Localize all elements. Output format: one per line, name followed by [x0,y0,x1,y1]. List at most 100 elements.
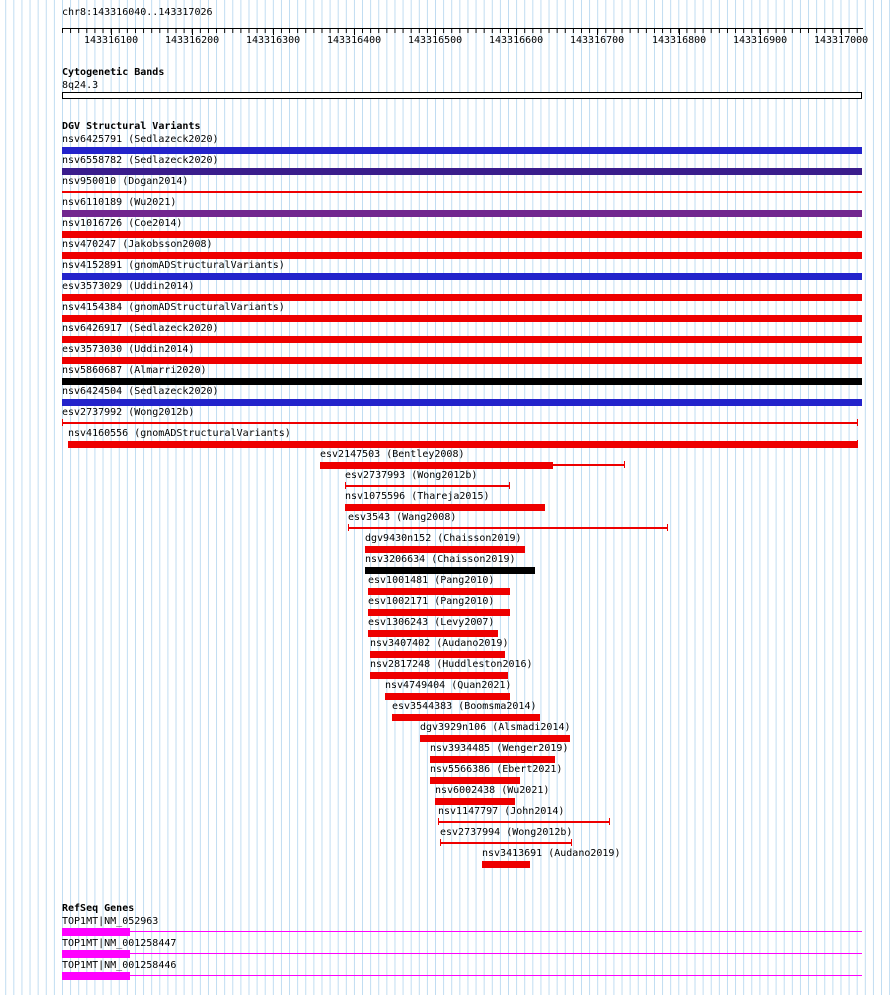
gene-label[interactable]: TOP1MT|NM_052963 [62,916,159,927]
variant-row: esv2737994 (Wong2012b) [0,826,890,847]
variant-label[interactable]: esv1306243 (Levy2007) [368,617,495,628]
ruler-tick-label: 143316300 [246,35,301,46]
variant-bar[interactable] [320,462,553,469]
variant-label[interactable]: nsv6558782 (Sedlazeck2020) [62,155,219,166]
variant-label[interactable]: nsv1075596 (Thareja2015) [345,491,490,502]
variant-label[interactable]: nsv4154384 (gnomADStructuralVariants) [62,302,285,313]
variant-label[interactable]: dgv9430n152 (Chaisson2019) [365,533,522,544]
variant-label[interactable]: esv2147503 (Bentley2008) [320,449,465,460]
variant-bar[interactable] [365,567,535,574]
variant-row: nsv1016726 (Coe2014) [0,217,890,238]
variant-label[interactable]: nsv5566386 (Ebert2021) [430,764,563,775]
variant-range-line[interactable] [440,842,572,844]
variant-extension-line [553,464,625,466]
variant-label[interactable]: esv3573030 (Uddin2014) [62,344,195,355]
variant-endcap [857,440,858,447]
variant-label[interactable]: esv1001481 (Pang2010) [368,575,495,586]
variant-label[interactable]: nsv4160556 (gnomADStructuralVariants) [68,428,291,439]
gene-exon-box[interactable] [62,972,130,980]
variant-label[interactable]: nsv1016726 (Coe2014) [62,218,183,229]
section-title-cytobands: Cytogenetic Bands [62,67,165,78]
variant-bar[interactable] [68,441,858,448]
variant-bar[interactable] [62,357,862,364]
variant-endcap [348,524,349,531]
variant-label[interactable]: nsv6425791 (Sedlazeck2020) [62,134,219,145]
variant-bar[interactable] [62,273,862,280]
cytoband-bar[interactable] [62,92,862,99]
variant-bar[interactable] [420,735,570,742]
variant-bar[interactable] [385,693,510,700]
variant-bar[interactable] [62,147,862,154]
variant-bar[interactable] [392,714,540,721]
variant-label[interactable]: esv3543 (Wang2008) [348,512,457,523]
variant-row: nsv3413691 (Audano2019) [0,847,890,868]
variant-bar[interactable] [62,231,862,238]
variant-row: esv3573029 (Uddin2014) [0,280,890,301]
variant-range-line[interactable] [62,191,862,193]
variant-bar[interactable] [368,588,510,595]
variant-label[interactable]: nsv6426917 (Sedlazeck2020) [62,323,219,334]
variant-bar[interactable] [62,210,862,217]
variant-label[interactable]: nsv470247 (Jakobsson2008) [62,239,213,250]
variant-label[interactable]: nsv3934485 (Wenger2019) [430,743,569,754]
variant-bar[interactable] [62,399,862,406]
variant-bar[interactable] [345,504,545,511]
variant-label[interactable]: esv3573029 (Uddin2014) [62,281,195,292]
variant-label[interactable]: esv1002171 (Pang2010) [368,596,495,607]
variant-bar[interactable] [62,168,862,175]
variant-range-line[interactable] [62,422,858,424]
variant-row: nsv5566386 (Ebert2021) [0,763,890,784]
variant-bar[interactable] [62,252,862,259]
variant-label[interactable]: nsv6002438 (Wu2021) [435,785,550,796]
variant-bar[interactable] [430,777,520,784]
gene-exon-box[interactable] [62,928,130,936]
variant-label[interactable]: nsv5860687 (Almarri2020) [62,365,207,376]
variant-label[interactable]: nsv2817248 (Huddleston2016) [370,659,533,670]
variant-bar[interactable] [62,336,862,343]
variant-label[interactable]: nsv6424504 (Sedlazeck2020) [62,386,219,397]
variant-row: nsv6002438 (Wu2021) [0,784,890,805]
variant-bar[interactable] [62,294,862,301]
variant-bar[interactable] [368,630,498,637]
variant-row: nsv4160556 (gnomADStructuralVariants) [0,427,890,448]
variant-label[interactable]: nsv3206634 (Chaisson2019) [365,554,516,565]
section-title-dgv: DGV Structural Variants [62,121,201,132]
variant-endcap [624,461,625,468]
variant-bar[interactable] [365,546,525,553]
variant-range-line[interactable] [345,485,510,487]
variant-label[interactable]: esv3544383 (Boomsma2014) [392,701,537,712]
variant-range-line[interactable] [348,527,668,529]
variant-label[interactable]: nsv950010 (Dogan2014) [62,176,189,187]
variant-bar[interactable] [482,861,530,868]
ruler-tick-label: 143316400 [327,35,382,46]
variant-label[interactable]: nsv3413691 (Audano2019) [482,848,621,859]
gene-exon-box[interactable] [62,950,130,958]
variant-label[interactable]: esv2737994 (Wong2012b) [440,827,573,838]
variant-bar[interactable] [370,672,508,679]
ruler-major-tick [760,28,761,35]
variant-label[interactable]: nsv1147797 (John2014) [438,806,565,817]
variant-label[interactable]: esv2737993 (Wong2012b) [345,470,478,481]
variant-label[interactable]: nsv3407402 (Audano2019) [370,638,509,649]
variant-label[interactable]: nsv4749404 (Quan2021) [385,680,512,691]
variant-row: nsv3206634 (Chaisson2019) [0,553,890,574]
variant-label[interactable]: esv2737992 (Wong2012b) [62,407,195,418]
variant-label[interactable]: nsv4152891 (gnomADStructuralVariants) [62,260,285,271]
variant-label[interactable]: nsv6110189 (Wu2021) [62,197,177,208]
variant-row: dgv9430n152 (Chaisson2019) [0,532,890,553]
variant-bar[interactable] [62,315,862,322]
ruler-tick-label: 143316100 [84,35,139,46]
gene-label[interactable]: TOP1MT|NM_001258447 [62,938,177,949]
variant-bar[interactable] [435,798,515,805]
ruler-major-tick [273,28,274,35]
variant-bar[interactable] [370,651,505,658]
variant-bar[interactable] [430,756,555,763]
variant-range-line[interactable] [438,821,610,823]
variant-label[interactable]: dgv3929n106 (Alsmadi2014) [420,722,571,733]
variant-bar[interactable] [62,378,862,385]
variant-bar[interactable] [368,609,510,616]
gene-label[interactable]: TOP1MT|NM_001258446 [62,960,177,971]
section-title-refseq: RefSeq Genes [62,903,135,914]
ruler-major-tick [516,28,517,35]
ruler-line [62,28,863,29]
